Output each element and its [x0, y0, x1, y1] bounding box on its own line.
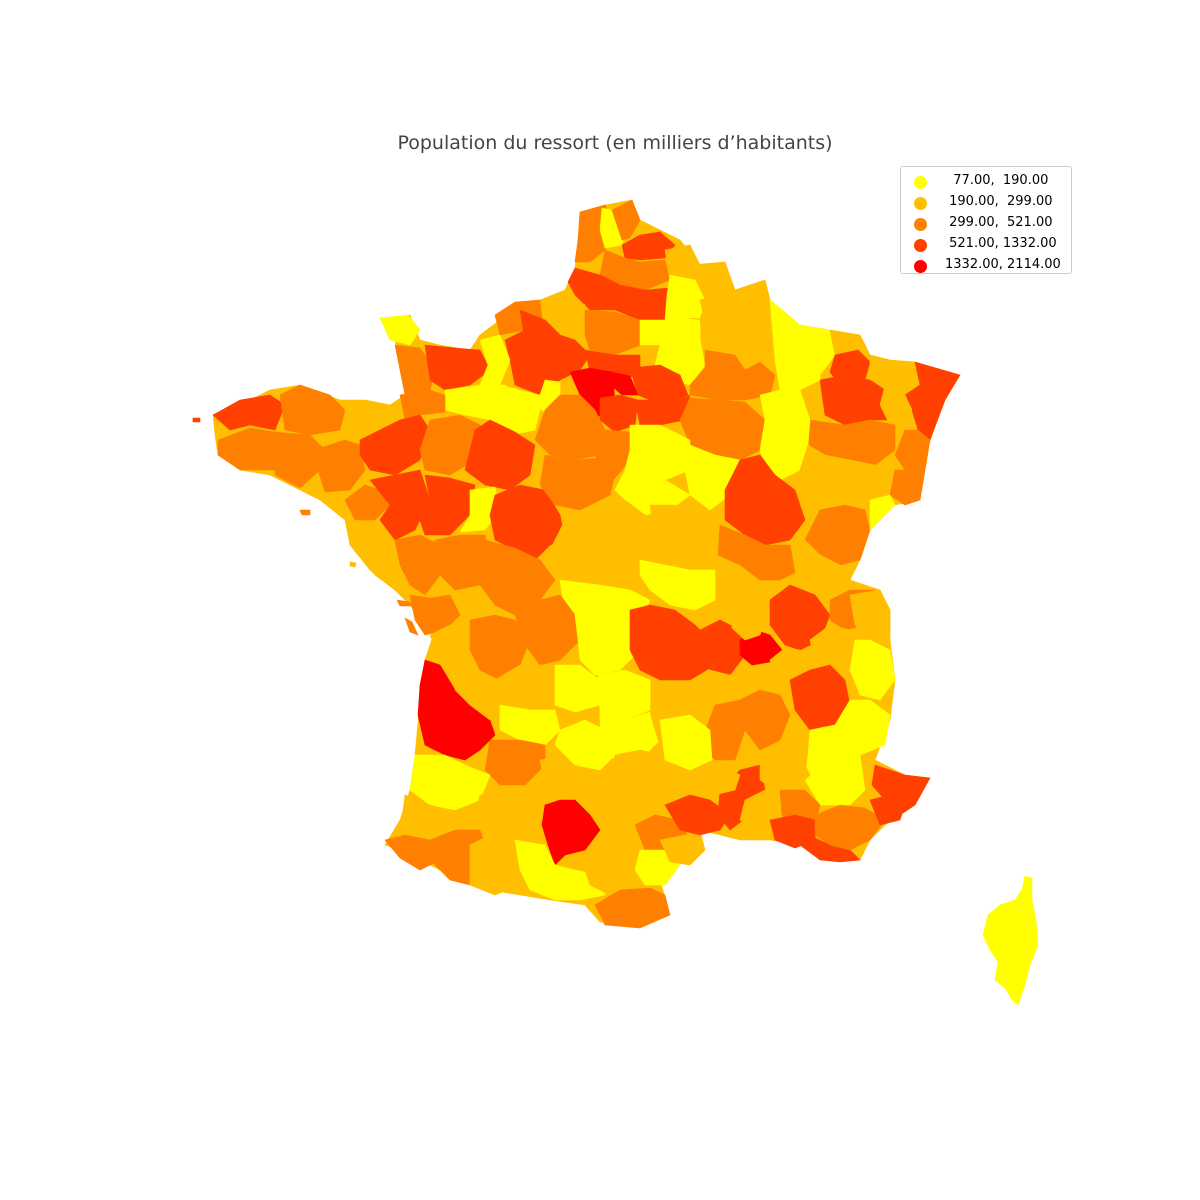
region-la-rochelle [409, 594, 461, 636]
legend-item: 77.00, 190.00 [901, 171, 1071, 192]
region-chalon [717, 524, 801, 581]
region-nevers [649, 504, 721, 571]
region-laon [639, 317, 701, 346]
region-vannes [317, 439, 366, 493]
legend-item: 190.00, 299.00 [901, 192, 1071, 213]
corsica [982, 875, 1039, 1006]
region-nantes [369, 469, 431, 541]
region-laval [419, 414, 481, 476]
region-foix [579, 849, 631, 896]
region-ales [699, 764, 741, 796]
region-le-mans [464, 419, 536, 491]
region-avesnes [664, 274, 706, 321]
region-bobigny [629, 364, 689, 406]
legend-label: 521.00, 1332.00 [945, 236, 1057, 251]
region-evreux [499, 379, 561, 413]
region-charleville [699, 279, 771, 331]
region-digne [804, 724, 866, 806]
region-les-sables [394, 534, 441, 596]
region-alencon [444, 384, 541, 436]
region-agen [484, 739, 546, 786]
region-rodez [611, 749, 671, 796]
ile-d-yeu [349, 561, 357, 568]
region-dieppe [519, 309, 561, 346]
region-bourges [549, 511, 611, 586]
region-tours [489, 484, 566, 561]
region-bergerac [499, 704, 561, 746]
region-brest [212, 394, 286, 431]
region-orleans [539, 454, 616, 511]
region-perpignan [594, 887, 671, 929]
region-troyes [679, 397, 766, 461]
legend-label: 1332.00, 2114.00 [945, 257, 1061, 272]
region-vierzon [599, 499, 661, 566]
region-lons [789, 539, 841, 601]
region-marseille [799, 837, 861, 863]
region-cherbourg [379, 314, 421, 346]
region-narbonne [659, 829, 706, 866]
region-nice [871, 764, 931, 816]
legend-label: 299.00, 521.00 [945, 215, 1053, 230]
ile-d-oleron [404, 617, 419, 636]
legend-item: 299.00, 521.00 [901, 213, 1071, 234]
region-villefranche [729, 604, 766, 641]
ile-de-re [396, 599, 413, 607]
legend: 77.00, 190.00 190.00, 299.00 299.00, 521… [900, 166, 1072, 274]
region-dunkerque [611, 199, 641, 241]
region-toulon [814, 804, 886, 851]
legend-swatch [914, 197, 927, 210]
legend-item: 521.00, 1332.00 [901, 234, 1071, 255]
region-saumur [459, 486, 501, 533]
region-mulhouse [889, 469, 926, 506]
region-verdun-south [779, 339, 821, 391]
region-albertville [849, 639, 896, 701]
region-angers [417, 474, 476, 536]
region-cahors [554, 719, 616, 771]
legend-label: 190.00, 299.00 [945, 194, 1053, 209]
belle-ile [299, 509, 311, 516]
region-macon [714, 564, 771, 611]
region-montbeliard [869, 494, 896, 531]
legend-label: 77.00, 190.00 [945, 173, 1049, 188]
region-morlaix [279, 384, 346, 436]
region-moulins [639, 559, 716, 611]
region-toulouse [541, 799, 601, 866]
region-caen [424, 344, 491, 391]
map-title: Population du ressort (en milliers d’hab… [397, 132, 833, 154]
legend-item: 1332.00, 2114.00 [901, 255, 1071, 276]
region-avignon [759, 749, 811, 791]
region-paris [611, 371, 639, 396]
legend-swatch [914, 218, 927, 231]
legend-swatch [914, 239, 927, 252]
region-thonon [849, 589, 891, 641]
region-saint-gaudens [514, 839, 606, 901]
region-valence [739, 689, 791, 751]
region-mende [659, 714, 713, 771]
legend-swatch [914, 176, 927, 189]
legend-swatch [914, 260, 927, 273]
region-gueret [574, 614, 641, 676]
region-auch [474, 789, 551, 841]
region-vienne [769, 647, 811, 681]
ile-d-ouessant [192, 417, 201, 423]
region-beauvais [584, 309, 641, 356]
